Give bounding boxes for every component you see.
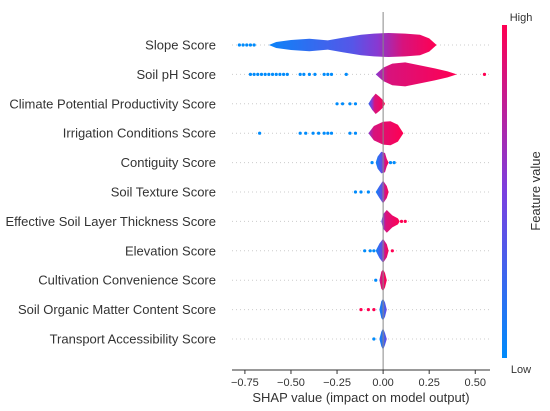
- violin-shape: [375, 151, 389, 174]
- low-value-point: [353, 102, 358, 106]
- high-value-point: [399, 219, 404, 223]
- feature-label: Slope Score: [145, 38, 216, 53]
- low-value-point: [374, 278, 378, 282]
- low-value-point: [326, 131, 330, 135]
- low-value-point: [304, 131, 308, 135]
- feature-label: Climate Potential Productivity Score: [9, 96, 216, 111]
- violin-shape: [381, 210, 400, 233]
- low-value-point: [368, 249, 372, 253]
- low-value-point: [307, 72, 311, 76]
- x-tick-label: 0.00: [372, 377, 393, 389]
- low-value-point: [372, 249, 376, 253]
- high-value-point: [359, 308, 363, 312]
- feature-label: Soil Texture Score: [111, 185, 216, 200]
- feature-label: Contiguity Score: [121, 155, 216, 170]
- low-value-point: [274, 72, 278, 76]
- low-value-point: [335, 102, 339, 106]
- feature-label: Cultivation Convenience Score: [38, 273, 216, 288]
- feature-label: Irrigation Conditions Score: [63, 126, 216, 141]
- colorbar-title: Feature value: [528, 151, 543, 231]
- low-value-point: [248, 72, 253, 76]
- low-value-point: [326, 72, 330, 76]
- low-value-point: [263, 72, 267, 76]
- low-value-point: [311, 131, 315, 135]
- colorbar-low-label: Low: [511, 364, 531, 376]
- x-tick-label: 0.50: [465, 377, 486, 389]
- high-value-point: [482, 72, 487, 76]
- feature-label: Transport Accessibility Score: [50, 332, 216, 347]
- low-value-point: [344, 72, 348, 76]
- low-value-point: [340, 102, 345, 106]
- low-value-point: [282, 72, 286, 76]
- low-value-point: [285, 72, 289, 76]
- violin-shape: [375, 238, 389, 263]
- low-value-point: [359, 190, 363, 194]
- low-value-point: [363, 249, 367, 253]
- low-value-point: [392, 161, 396, 165]
- violin-shape: [268, 33, 437, 57]
- feature-label: Elevation Score: [125, 243, 216, 258]
- x-tick-label: 0.25: [418, 377, 439, 389]
- low-value-point: [313, 72, 317, 76]
- x-tick-label: −0.75: [231, 377, 259, 389]
- low-value-point: [245, 43, 249, 47]
- low-value-point: [278, 72, 282, 76]
- x-tick-label: −0.25: [323, 377, 351, 389]
- low-value-point: [270, 72, 275, 76]
- low-value-point: [366, 190, 370, 194]
- high-value-point: [403, 219, 407, 223]
- low-value-point: [248, 43, 253, 47]
- violin-shape: [368, 93, 385, 114]
- high-value-point: [372, 308, 376, 312]
- low-value-point: [322, 72, 326, 76]
- feature-label: Effective Soil Layer Thickness Score: [5, 214, 216, 229]
- low-value-point: [329, 131, 334, 135]
- violin-shape: [368, 121, 404, 146]
- low-value-point: [252, 43, 256, 47]
- low-value-point: [298, 131, 302, 135]
- low-value-point: [353, 131, 358, 135]
- colorbar-high-label: High: [510, 12, 533, 24]
- low-value-point: [317, 131, 321, 135]
- low-value-point: [302, 72, 306, 76]
- low-value-point: [237, 43, 241, 47]
- low-value-point: [348, 102, 352, 106]
- low-value-point: [348, 131, 352, 135]
- x-axis: −0.75 −0.50 −0.25 0.00 0.25 0.50: [231, 369, 490, 389]
- colorbar-gradient: [502, 25, 507, 358]
- low-value-point: [252, 72, 256, 76]
- feature-labels: Slope Score Soil pH Score Climate Potentia…: [5, 38, 216, 347]
- x-tick-label: −0.50: [277, 377, 305, 389]
- violin-rows: [232, 33, 490, 350]
- colorbar: High Low Feature value: [502, 12, 543, 376]
- low-value-point: [372, 337, 376, 341]
- low-value-point: [241, 43, 245, 47]
- low-value-point: [258, 131, 262, 135]
- low-value-point: [370, 161, 374, 165]
- low-value-point: [329, 72, 334, 76]
- x-axis-title: SHAP value (impact on model output): [252, 390, 469, 405]
- feature-label: Soil pH Score: [137, 67, 216, 82]
- violin-shape: [375, 62, 457, 87]
- high-value-point: [390, 249, 394, 253]
- low-value-point: [388, 161, 393, 165]
- high-value-point: [366, 308, 370, 312]
- violin-shape: [375, 180, 389, 204]
- low-value-point: [267, 72, 271, 76]
- low-value-point: [256, 72, 260, 76]
- low-value-point: [322, 131, 326, 135]
- low-value-point: [353, 190, 358, 194]
- low-value-point: [298, 72, 302, 76]
- feature-label: Soil Organic Matter Content Score: [18, 302, 216, 317]
- low-value-point: [259, 72, 264, 76]
